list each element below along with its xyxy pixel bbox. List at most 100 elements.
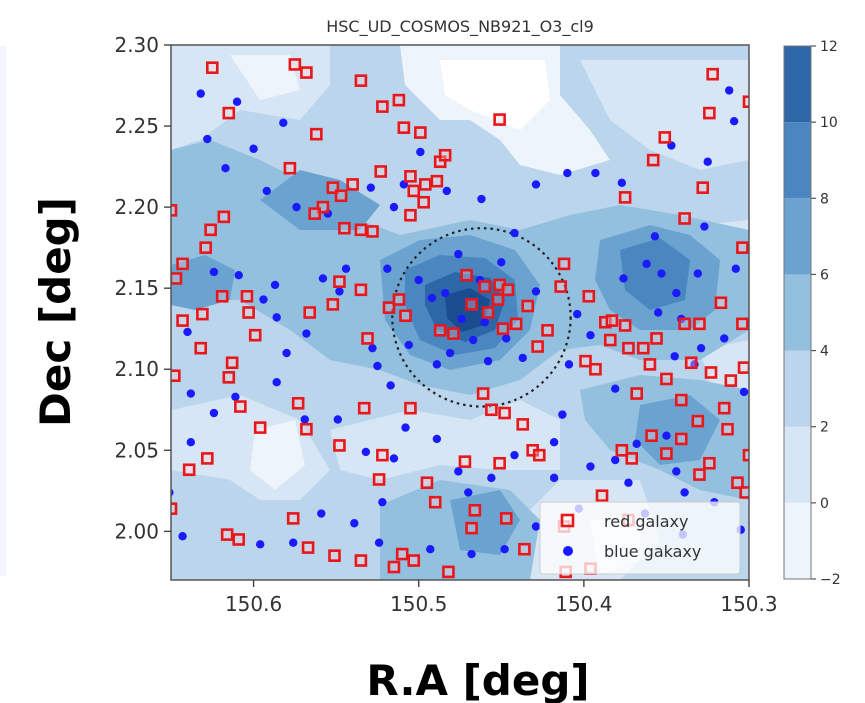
x-tick-label: 150.4 bbox=[555, 592, 612, 616]
red-galaxy-point bbox=[511, 319, 521, 329]
blue-galaxy-point bbox=[697, 344, 705, 352]
blue-galaxy-point bbox=[586, 462, 594, 470]
red-galaxy-point bbox=[661, 449, 671, 459]
blue-galaxy-point bbox=[481, 318, 489, 326]
legend: red galaxy blue gakaxy bbox=[540, 502, 740, 574]
blue-galaxy-point bbox=[317, 509, 325, 517]
blue-galaxy-point bbox=[203, 135, 211, 143]
blue-galaxy-point bbox=[279, 119, 287, 127]
red-galaxy-point bbox=[409, 186, 419, 196]
red-galaxy-point bbox=[377, 102, 387, 112]
red-galaxy-point bbox=[698, 183, 708, 193]
legend-blue-label: blue gakaxy bbox=[604, 542, 701, 561]
blue-galaxy-point bbox=[446, 349, 454, 357]
red-galaxy-point bbox=[648, 155, 658, 165]
red-galaxy-point bbox=[336, 191, 346, 201]
blue-galaxy-point bbox=[373, 362, 381, 370]
colorbar-band bbox=[784, 198, 811, 274]
red-galaxy-point bbox=[647, 431, 657, 441]
y-tick-label: 2.10 bbox=[114, 357, 159, 381]
red-galaxy-point bbox=[301, 68, 311, 78]
red-galaxy-point bbox=[367, 226, 377, 236]
red-galaxy-point bbox=[197, 309, 207, 319]
blue-galaxy-point bbox=[510, 229, 518, 237]
red-galaxy-point bbox=[435, 325, 445, 335]
blue-galaxy-point bbox=[235, 271, 243, 279]
red-galaxy-point bbox=[384, 303, 394, 313]
red-galaxy-point bbox=[401, 311, 411, 321]
red-galaxy-point bbox=[399, 123, 409, 133]
colorbar-band bbox=[784, 427, 811, 503]
blue-galaxy-point bbox=[441, 289, 449, 297]
blue-galaxy-point bbox=[700, 222, 708, 230]
blue-galaxy-point bbox=[415, 276, 423, 284]
blue-galaxy-point bbox=[210, 409, 218, 417]
red-galaxy-point bbox=[420, 179, 430, 189]
red-galaxy-point bbox=[623, 343, 633, 353]
blue-galaxy-point bbox=[487, 474, 495, 482]
red-galaxy-point bbox=[394, 295, 404, 305]
blue-galaxy-point bbox=[467, 550, 475, 558]
red-galaxy-point bbox=[676, 434, 686, 444]
red-galaxy-point bbox=[329, 551, 339, 561]
blue-galaxy-point bbox=[454, 467, 462, 475]
red-galaxy-point bbox=[178, 316, 188, 326]
y-tick-label: 2.25 bbox=[114, 114, 159, 138]
red-galaxy-point bbox=[244, 308, 254, 318]
red-galaxy-point bbox=[597, 491, 607, 501]
red-galaxy-point bbox=[374, 474, 384, 484]
blue-galaxy-point bbox=[662, 432, 670, 440]
blue-galaxy-point bbox=[532, 522, 540, 530]
red-galaxy-point bbox=[694, 319, 704, 329]
red-galaxy-point bbox=[422, 478, 432, 488]
colorbar-band bbox=[784, 122, 811, 198]
colorbar-ticks: 121086420−2 bbox=[811, 39, 841, 588]
red-galaxy-point bbox=[460, 457, 470, 467]
blue-galaxy-point bbox=[401, 423, 409, 431]
x-axis-label: R.A [deg] bbox=[366, 656, 589, 703]
blue-galaxy-point bbox=[289, 539, 297, 547]
blue-galaxy-point bbox=[464, 488, 472, 496]
red-galaxy-point bbox=[178, 259, 188, 269]
red-galaxy-point bbox=[723, 424, 733, 434]
red-galaxy-point bbox=[493, 295, 503, 305]
blue-galaxy-point bbox=[187, 438, 195, 446]
red-galaxy-point bbox=[207, 63, 217, 73]
red-galaxy-point bbox=[518, 419, 528, 429]
blue-galaxy-point bbox=[416, 148, 424, 156]
red-galaxy-point bbox=[224, 108, 234, 118]
colorbar-tick-label: 6 bbox=[820, 267, 829, 283]
red-galaxy-point bbox=[523, 301, 533, 311]
blue-galaxy-point bbox=[233, 98, 241, 106]
blue-galaxy-point bbox=[510, 451, 518, 459]
x-tick-label: 150.5 bbox=[390, 592, 447, 616]
blue-galaxy-point bbox=[500, 545, 508, 553]
blue-galaxy-point bbox=[443, 187, 451, 195]
blue-galaxy-point bbox=[532, 180, 540, 188]
red-galaxy-point bbox=[519, 544, 529, 554]
red-galaxy-point bbox=[726, 376, 736, 386]
blue-galaxy-point bbox=[390, 454, 398, 462]
red-galaxy-point bbox=[638, 343, 648, 353]
blue-galaxy-point bbox=[256, 540, 264, 548]
red-galaxy-point bbox=[716, 298, 726, 308]
red-galaxy-point bbox=[376, 166, 386, 176]
red-galaxy-point bbox=[363, 333, 373, 343]
left-panel-remnant bbox=[0, 46, 6, 576]
red-galaxy-point bbox=[405, 171, 415, 181]
colorbar-tick-label: 2 bbox=[820, 420, 829, 436]
red-galaxy-point bbox=[645, 359, 655, 369]
red-galaxy-point bbox=[498, 324, 508, 334]
red-galaxy-point bbox=[219, 212, 229, 222]
blue-galaxy-point bbox=[725, 86, 733, 94]
red-galaxy-point bbox=[293, 398, 303, 408]
colorbar-tick-label: 10 bbox=[820, 115, 838, 131]
red-galaxy-point bbox=[462, 270, 472, 280]
red-galaxy-point bbox=[430, 497, 440, 507]
red-galaxy-point bbox=[255, 423, 265, 433]
blue-galaxy-point bbox=[319, 274, 327, 282]
red-galaxy-point bbox=[206, 225, 216, 235]
red-galaxy-point bbox=[440, 150, 450, 160]
red-galaxy-point bbox=[739, 363, 749, 373]
